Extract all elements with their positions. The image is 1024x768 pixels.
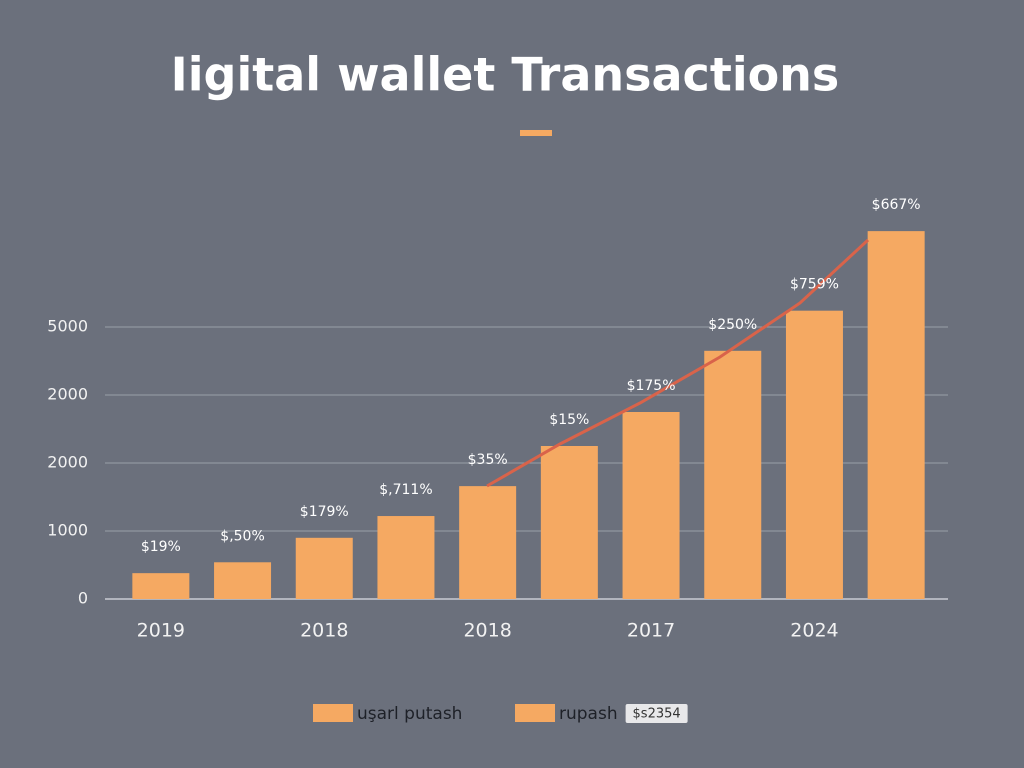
y-tick-label: 2000: [47, 453, 88, 472]
x-tick-label: 2017: [627, 620, 675, 642]
bar: [377, 516, 435, 599]
bar: [785, 310, 843, 599]
bar: [867, 231, 925, 599]
chart-title: Iigital wallet Transactions: [171, 48, 840, 102]
trend-line: [486, 238, 870, 488]
legend-swatch: [313, 704, 353, 722]
value-label: $179%: [300, 504, 349, 520]
bar: [132, 573, 190, 599]
title-accent: [520, 130, 552, 136]
bar: [704, 350, 762, 599]
value-label: $,711%: [379, 482, 432, 498]
y-tick-label: 5000: [47, 317, 88, 336]
bar: [622, 412, 680, 599]
value-label: $759%: [790, 277, 839, 293]
legend-badge-text: $s2354: [633, 707, 681, 722]
value-label: $,50%: [220, 528, 264, 544]
value-label: $15%: [549, 412, 589, 428]
bar: [540, 446, 598, 599]
value-label: $35%: [468, 452, 508, 468]
bar: [295, 537, 353, 599]
value-label: $250%: [708, 317, 757, 333]
legend-badge: [625, 704, 688, 723]
value-label: $19%: [141, 539, 181, 555]
y-tick-label: 2000: [47, 385, 88, 404]
bar: [214, 562, 272, 599]
y-tick-label: 0: [78, 589, 88, 608]
x-tick-label: 2018: [463, 620, 511, 642]
x-tick-label: 2024: [790, 620, 838, 642]
value-label: $667%: [872, 197, 921, 213]
legend-label: uşarl putash: [357, 704, 462, 724]
value-label: $175%: [627, 378, 676, 394]
legend-swatch: [515, 704, 555, 722]
x-tick-label: 2019: [137, 620, 185, 642]
x-tick-label: 2018: [300, 620, 348, 642]
y-tick-label: 1000: [47, 521, 88, 540]
bar: [459, 486, 517, 599]
legend-label: rupash: [559, 704, 618, 724]
